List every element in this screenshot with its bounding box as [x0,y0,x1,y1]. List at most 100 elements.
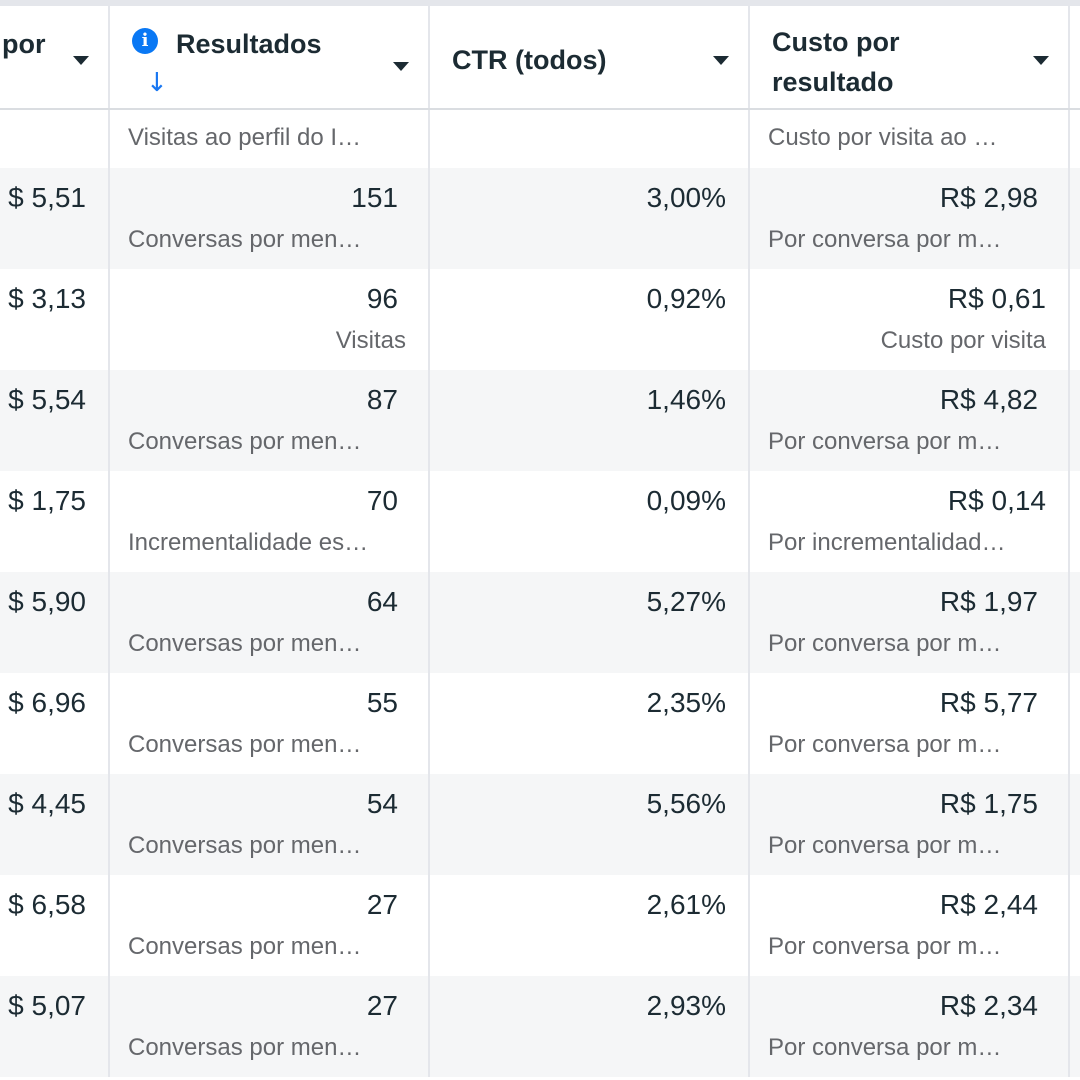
cell-custo: $ 5,90 [0,572,110,673]
column-header-custo-por-resultado[interactable]: Custo por resultado [750,6,1070,108]
cell-custo-por-resultado: R$ 1,97 Por conversa por m… [750,572,1070,673]
ctr-value: 2,35% [646,687,726,718]
cell-resultados: Visitas ao perfil do I… [110,110,430,168]
cost-type-label: Por conversa por m… [768,933,1002,960]
cell-ctr: 2,61% [430,875,750,976]
cell-resultados: 87 Conversas por men… [110,370,430,471]
table-header-row: por i Resultados ↓ CTR (todos) Custo por… [0,6,1080,110]
cell-next [1070,774,1080,875]
cell-next [1070,168,1080,269]
column-header-ctr[interactable]: CTR (todos) [430,6,750,108]
cost-per-result-value: R$ 2,98 [939,182,1038,213]
ctr-value: 5,56% [646,788,726,819]
result-type-label: Conversas por men… [128,933,362,960]
cost-value: $ 6,58 [8,889,86,920]
column-header-custo-por[interactable]: por [0,6,110,108]
info-icon[interactable]: i [132,28,158,54]
table-row[interactable]: $ 5,07 27 Conversas por men… 2,93% R$ 2,… [0,976,1080,1077]
column-header-label: CTR (todos) [452,45,607,75]
results-table: por i Resultados ↓ CTR (todos) Custo por… [0,6,1080,1077]
results-value: 55 [366,687,398,718]
cell-ctr: 0,09% [430,471,750,572]
column-header-label: por [2,29,46,59]
cell-ctr [430,110,750,168]
cost-per-result-value: R$ 1,97 [939,586,1038,617]
table-row[interactable]: $ 3,13 96 Visitas 0,92% R$ 0,61 Custo po… [0,269,1080,370]
table-row[interactable]: $ 6,58 27 Conversas por men… 2,61% R$ 2,… [0,875,1080,976]
cell-custo-por-resultado: R$ 2,44 Por conversa por m… [750,875,1070,976]
cell-custo-por-resultado: Custo por visita ao … [750,110,1070,168]
column-header-resultados[interactable]: i Resultados ↓ [110,6,430,108]
result-type-label: Conversas por men… [128,226,362,253]
cell-next [1070,875,1080,976]
cell-next [1070,269,1080,370]
cell-custo-por-resultado: R$ 1,75 Por conversa por m… [750,774,1070,875]
cell-next [1070,673,1080,774]
cost-type-label: Por conversa por m… [768,226,1002,253]
result-type-label: Conversas por men… [128,1034,362,1061]
results-value: 87 [366,384,398,415]
cost-type-label: Por conversa por m… [768,731,1002,758]
ctr-value: 0,92% [646,283,726,314]
cell-custo-por-resultado: R$ 4,82 Por conversa por m… [750,370,1070,471]
cell-ctr: 2,35% [430,673,750,774]
results-value: 64 [366,586,398,617]
cell-ctr: 5,56% [430,774,750,875]
cost-value: $ 4,45 [8,788,86,819]
table-row[interactable]: $ 5,90 64 Conversas por men… 5,27% R$ 1,… [0,572,1080,673]
caret-down-icon[interactable] [713,56,729,65]
cell-custo: $ 5,54 [0,370,110,471]
cost-per-result-value: R$ 4,82 [939,384,1038,415]
cost-value: $ 5,07 [8,990,86,1021]
cost-type-label: Custo por visita ao … [768,124,998,151]
cell-custo-por-resultado: R$ 5,77 Por conversa por m… [750,673,1070,774]
column-header-next [1070,6,1080,108]
table-top-border [0,0,1080,6]
cell-ctr: 3,00% [430,168,750,269]
result-type-label: Incrementalidade es… [128,529,369,556]
cost-type-label: Por conversa por m… [768,630,1002,657]
ctr-value: 5,27% [646,586,726,617]
cell-resultados: 54 Conversas por men… [110,774,430,875]
cell-ctr: 1,46% [430,370,750,471]
cell-custo: $ 1,75 [0,471,110,572]
table-row[interactable]: $ 4,45 54 Conversas por men… 5,56% R$ 1,… [0,774,1080,875]
cell-custo: $ 6,58 [0,875,110,976]
cost-per-result-value: R$ 1,75 [939,788,1038,819]
cell-custo: $ 6,96 [0,673,110,774]
ctr-value: 3,00% [646,182,726,213]
sort-descending-icon[interactable]: ↓ [146,68,168,98]
caret-down-icon[interactable] [73,56,89,65]
cell-resultados: 96 Visitas [110,269,430,370]
result-type-label: Visitas [335,327,406,354]
cell-next [1070,572,1080,673]
cost-value: $ 5,90 [8,586,86,617]
cell-resultados: 27 Conversas por men… [110,976,430,1077]
results-value: 151 [351,182,398,213]
result-type-label: Conversas por men… [128,832,362,859]
ctr-value: 0,09% [646,485,726,516]
table-row[interactable]: $ 6,96 55 Conversas por men… 2,35% R$ 5,… [0,673,1080,774]
cell-resultados: 27 Conversas por men… [110,875,430,976]
cell-resultados: 55 Conversas por men… [110,673,430,774]
results-value: 54 [366,788,398,819]
results-value: 96 [366,283,398,314]
table-row[interactable]: $ 5,54 87 Conversas por men… 1,46% R$ 4,… [0,370,1080,471]
table-row[interactable]: Visitas ao perfil do I… Custo por visita… [0,110,1080,168]
cost-type-label: Por incrementalidad… [768,529,1006,556]
cell-custo-por-resultado: R$ 2,34 Por conversa por m… [750,976,1070,1077]
caret-down-icon[interactable] [1033,56,1049,65]
caret-down-icon[interactable] [393,62,409,71]
cost-type-label: Por conversa por m… [768,1034,1002,1061]
cell-ctr: 2,93% [430,976,750,1077]
cost-per-result-value: R$ 0,14 [947,485,1046,516]
cost-value: $ 1,75 [8,485,86,516]
result-type-label: Conversas por men… [128,428,362,455]
cost-per-result-value: R$ 2,44 [939,889,1038,920]
table-row[interactable]: $ 5,51 151 Conversas por men… 3,00% R$ 2… [0,168,1080,269]
cell-next [1070,471,1080,572]
cost-per-result-value: R$ 0,61 [947,283,1046,314]
table-row[interactable]: $ 1,75 70 Incrementalidade es… 0,09% R$ … [0,471,1080,572]
cost-per-result-value: R$ 2,34 [939,990,1038,1021]
